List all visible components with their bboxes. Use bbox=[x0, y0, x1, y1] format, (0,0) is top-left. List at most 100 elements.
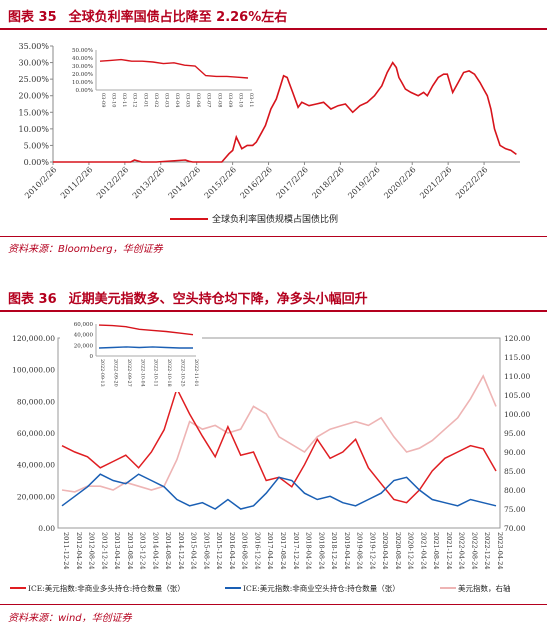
x-tick-label: 2015-12-24 bbox=[215, 532, 223, 569]
x-tick-label: 2019-04-24 bbox=[343, 532, 351, 569]
inset-y-tick-label: 20,000 bbox=[74, 343, 94, 349]
inset-x-tick-label: 03-09 bbox=[227, 93, 233, 107]
legend-label-long: ICE:美元指数:非商业多头持仓:持仓数量（张） bbox=[28, 583, 185, 593]
figure35-number: 图表 35 bbox=[8, 10, 57, 25]
y2-tick-label: 75.00 bbox=[504, 505, 526, 514]
figure35-top-rule bbox=[0, 28, 547, 30]
series-short-position-line bbox=[61, 473, 497, 510]
inset-y-tick-label: 0 bbox=[90, 354, 94, 360]
inset-x-tick-label: 03-08 bbox=[216, 93, 222, 107]
x-tick-label: 2022-12-24 bbox=[483, 532, 491, 569]
legend-label-negative-rate: 全球负利率国债规模占国债比例 bbox=[212, 213, 338, 225]
y2-tick-label: 80.00 bbox=[504, 486, 526, 495]
inset-x-tick-label: 03-06 bbox=[195, 93, 201, 107]
inset-long-line bbox=[98, 324, 194, 336]
inset-x-tick-label: 03-10 bbox=[237, 93, 243, 107]
inset-x-tick-label: 03-11 bbox=[248, 93, 254, 107]
x-tick-label: 2014-04-24 bbox=[151, 532, 159, 569]
x-tick-label: 2015-04-24 bbox=[190, 532, 198, 569]
figure36-top-rule bbox=[0, 310, 547, 312]
inset-x-tick-label: 2022-10-25 bbox=[180, 359, 186, 387]
inset-x-tick-label: 03-03 bbox=[163, 93, 169, 107]
x-tick-label: 2018-12-24 bbox=[330, 532, 338, 569]
y-tick-label: 80,000.00 bbox=[17, 397, 55, 406]
y2-tick-label: 70.00 bbox=[504, 524, 526, 533]
x-tick-label: 2012-04-24 bbox=[75, 532, 83, 569]
inset-x-tick-label: 2022-09-27 bbox=[126, 359, 132, 387]
y-tick-label: 20.00% bbox=[18, 92, 49, 101]
inset-x-tick-label: 03-10 bbox=[111, 93, 117, 107]
inset-chart: 0 20,000 40,000 60,000 2022-09-13 2022-09-20 2… bbox=[60, 320, 202, 392]
x-tick-label: 2021-08-24 bbox=[432, 532, 440, 569]
y-tick-label: 25.00% bbox=[18, 75, 49, 84]
x-tick-label: 2013-08-24 bbox=[126, 532, 134, 569]
y-tick-label: 35.00% bbox=[18, 42, 49, 51]
y-tick-label: 60,000.00 bbox=[17, 429, 55, 438]
x-tick-label: 2011-12-24 bbox=[62, 532, 70, 569]
x-tick-label: 2023-04-24 bbox=[496, 532, 504, 569]
x-tick-label: 2022/2/26 bbox=[454, 165, 489, 200]
x-tick-label: 2018-08-24 bbox=[317, 532, 325, 569]
chart35: 0.00% 5.00% 10.00% 15.00% 20.00% 25.00% 30.00%… bbox=[18, 42, 520, 225]
x-tick-label: 2015/2/26 bbox=[203, 165, 238, 200]
x-tick-label: 2018/2/26 bbox=[310, 165, 345, 200]
y-tick-label: 120,000.00 bbox=[12, 334, 55, 343]
inset-x-tick-label: 2022-11-01 bbox=[193, 359, 199, 387]
x-tick-label: 2014-12-24 bbox=[177, 532, 185, 569]
figure36-caption: 近期美元指数多、空头持仓均下降，净多头小幅回升 bbox=[68, 292, 368, 307]
y2-tick-label: 85.00 bbox=[504, 467, 526, 476]
inset-series-line bbox=[99, 58, 249, 79]
chart36: 0.00 20,000.00 40,000.00 60,000.00 80,000.00… bbox=[10, 320, 530, 593]
x-tick-label: 2019-08-24 bbox=[356, 532, 364, 569]
y-tick-label: 20,000.00 bbox=[17, 492, 55, 501]
inset-y-tick-label: 40,000 bbox=[74, 333, 94, 339]
legend-label-usd: 美元指数，右轴 bbox=[458, 583, 511, 593]
y2-tick-label: 115.00 bbox=[504, 353, 530, 362]
x-tick-label: 2014-08-24 bbox=[164, 532, 172, 569]
y-tick-label: 100,000.00 bbox=[12, 366, 55, 375]
inset-chart: 0.00% 10.00% 20.00% 30.00% 40.00% 50.00% 03-09… bbox=[60, 42, 258, 132]
x-tick-label: 2016-04-24 bbox=[228, 532, 236, 569]
figure36-number: 图表 36 bbox=[8, 292, 57, 307]
inset-x-tick-label: 03-02 bbox=[153, 93, 159, 107]
x-tick-label: 2012-12-24 bbox=[100, 532, 108, 569]
figure36-source: 资料来源：wind，华创证券 bbox=[8, 613, 132, 624]
inset-y-tick-label: 60,000 bbox=[74, 322, 94, 328]
x-tick-label: 2022-04-24 bbox=[458, 532, 466, 569]
inset-x-tick-label: 2022-09-20 bbox=[112, 359, 118, 387]
y2-tick-label: 105.00 bbox=[504, 391, 530, 400]
x-tick-label: 2017-08-24 bbox=[279, 532, 287, 569]
plot-frame bbox=[57, 337, 501, 529]
inset-y-tick-label: 40.00% bbox=[72, 56, 93, 62]
series-negative-rate-line bbox=[53, 61, 517, 163]
x-tick-label: 2011/2/26 bbox=[59, 165, 94, 200]
y2-tick-label: 100.00 bbox=[504, 410, 530, 419]
x-tick-label: 2012/2/26 bbox=[95, 165, 130, 200]
x-tick-label: 2015-08-24 bbox=[202, 532, 210, 569]
figure36-title: 图表 36 近期美元指数多、空头持仓均下降，净多头小幅回升 bbox=[8, 288, 368, 307]
x-tick-label: 2010/2/26 bbox=[23, 165, 58, 200]
x-tick-label: 2018-04-24 bbox=[305, 532, 313, 569]
inset-x-tick-label: 2022-10-11 bbox=[153, 359, 159, 387]
x-tick-label: 2022-08-24 bbox=[470, 532, 478, 569]
figure36-bottom-rule bbox=[0, 604, 547, 605]
figure35-source: 资料来源：Bloomberg，华创证券 bbox=[8, 244, 163, 255]
x-tick-label: 2017-12-24 bbox=[292, 532, 300, 569]
x-tick-label: 2017/2/26 bbox=[274, 165, 309, 200]
x-tick-label: 2016-08-24 bbox=[241, 532, 249, 569]
x-tick-label: 2020-08-24 bbox=[394, 532, 402, 569]
y2-tick-label: 120.00 bbox=[504, 334, 530, 343]
x-tick-label: 2012-08-24 bbox=[88, 532, 96, 569]
x-tick-label: 2013/2/26 bbox=[131, 165, 166, 200]
x-tick-label: 2013-04-24 bbox=[113, 532, 121, 569]
inset-x-tick-label: 2022-10-18 bbox=[166, 359, 172, 387]
y-tick-label: 15.00% bbox=[18, 108, 49, 117]
x-tick-label: 2016/2/26 bbox=[239, 165, 274, 200]
x-tick-label: 2020-12-24 bbox=[407, 532, 415, 569]
figure35-caption: 全球负利率国债占比降至 2.26%左右 bbox=[68, 10, 288, 25]
x-tick-label: 2021-12-24 bbox=[445, 532, 453, 569]
x-tick-label: 2016-12-24 bbox=[253, 532, 261, 569]
inset-x-tick-label: 03-04 bbox=[174, 93, 180, 107]
inset-y-tick-label: 10.00% bbox=[72, 80, 93, 86]
y2-tick-label: 95.00 bbox=[504, 429, 526, 438]
